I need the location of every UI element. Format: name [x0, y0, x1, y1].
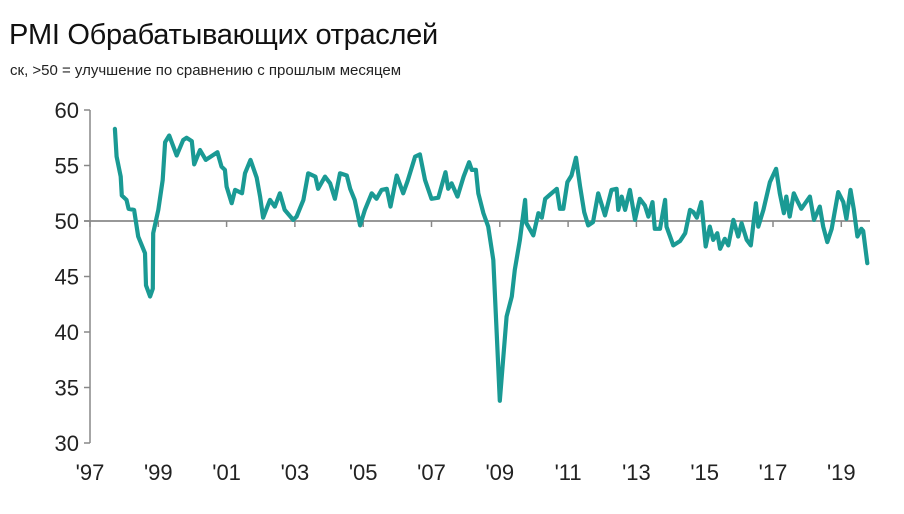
x-tick-label: '15	[690, 460, 719, 485]
y-tick-label: 50	[55, 209, 79, 234]
x-tick-label: '01	[212, 460, 241, 485]
axes: 60 55 50 45 40 35 30 '97 '99 '01 '03 '05 '07 '09 '11 '1…	[55, 98, 870, 485]
x-tick-label: '17	[759, 460, 788, 485]
series-layer	[112, 126, 870, 403]
x-tick-label: '13	[622, 460, 651, 485]
series-line-pmi	[112, 126, 870, 403]
y-tick-label: 60	[55, 98, 79, 123]
chart-title: PMI Обрабатывающих отраслей	[9, 19, 438, 51]
y-tick-label: 55	[55, 154, 79, 179]
x-tick-label: '07	[417, 460, 446, 485]
x-tick-label: '03	[281, 460, 310, 485]
x-tick-label: '97	[76, 460, 105, 485]
x-tick-label: '19	[827, 460, 856, 485]
x-tick-label: '99	[144, 460, 173, 485]
x-tick-label: '05	[349, 460, 378, 485]
chart-subtitle: ск, >50 = улучшение по сравнению с прошл…	[10, 62, 402, 79]
y-tick-label: 35	[55, 376, 79, 401]
x-tick-label: '09	[485, 460, 514, 485]
y-tick-label: 45	[55, 265, 79, 290]
x-tick-label: '11	[555, 460, 582, 485]
y-tick-label: 40	[55, 320, 79, 345]
y-tick-label: 30	[55, 431, 79, 456]
